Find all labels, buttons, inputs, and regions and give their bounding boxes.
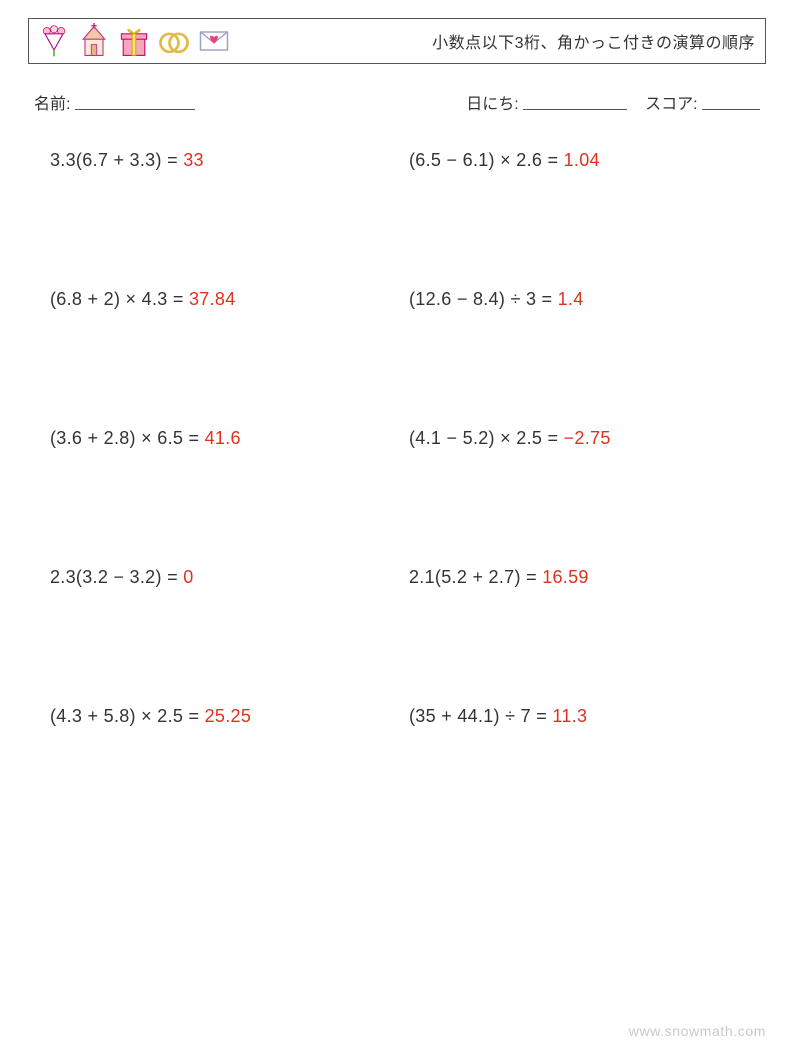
problem-cell: (4.3 + 5.8) × 2.5 = 25.25 — [50, 706, 403, 727]
bouquet-icon — [35, 22, 73, 60]
problem-answer: 1.4 — [558, 289, 584, 309]
problem-expression: (35 + 44.1) ÷ 7 = — [409, 706, 552, 726]
problem-answer: −2.75 — [564, 428, 611, 448]
problem-cell: 3.3(6.7 + 3.3) = 33 — [50, 150, 403, 171]
rings-icon — [155, 22, 193, 60]
problem-expression: (6.5 − 6.1) × 2.6 = — [409, 150, 564, 170]
church-icon — [75, 22, 113, 60]
problem-answer: 16.59 — [542, 567, 589, 587]
footer-url: www.snowmath.com — [629, 1023, 766, 1039]
problem-cell: (6.5 − 6.1) × 2.6 = 1.04 — [403, 150, 756, 171]
icon-row — [35, 22, 233, 60]
problem-row: 3.3(6.7 + 3.3) = 33(6.5 − 6.1) × 2.6 = 1… — [50, 150, 756, 171]
problems-grid: 3.3(6.7 + 3.3) = 33(6.5 − 6.1) × 2.6 = 1… — [28, 150, 766, 727]
problem-expression: (6.8 + 2) × 4.3 = — [50, 289, 189, 309]
problem-answer: 0 — [183, 567, 193, 587]
date-label: 日にち: — [466, 96, 518, 113]
worksheet-page: 小数点以下3桁、角かっこ付きの演算の順序 名前: 日にち: スコア: 3.3(6… — [0, 0, 794, 1053]
problem-row: (3.6 + 2.8) × 6.5 = 41.6(4.1 − 5.2) × 2.… — [50, 428, 756, 449]
info-right: 日にち: スコア: — [466, 90, 760, 114]
problem-expression: (3.6 + 2.8) × 6.5 = — [50, 428, 205, 448]
header-box: 小数点以下3桁、角かっこ付きの演算の順序 — [28, 18, 766, 64]
date-blank — [523, 93, 627, 110]
problem-answer: 11.3 — [552, 706, 587, 726]
problem-cell: 2.1(5.2 + 2.7) = 16.59 — [403, 567, 756, 588]
love-letter-icon — [195, 22, 233, 60]
gift-icon — [115, 22, 153, 60]
problem-answer: 1.04 — [564, 150, 600, 170]
problem-answer: 41.6 — [205, 428, 241, 448]
problem-cell: (3.6 + 2.8) × 6.5 = 41.6 — [50, 428, 403, 449]
worksheet-title: 小数点以下3桁、角かっこ付きの演算の順序 — [432, 29, 755, 53]
score-blank — [702, 93, 760, 110]
problem-row: (6.8 + 2) × 4.3 = 37.84(12.6 − 8.4) ÷ 3 … — [50, 289, 756, 310]
info-row: 名前: 日にち: スコア: — [28, 90, 766, 114]
problem-cell: (35 + 44.1) ÷ 7 = 11.3 — [403, 706, 756, 727]
problem-answer: 25.25 — [205, 706, 252, 726]
name-label: 名前: — [34, 96, 70, 113]
problem-expression: (4.3 + 5.8) × 2.5 = — [50, 706, 205, 726]
score-field: スコア: — [645, 90, 760, 114]
problem-cell: (12.6 − 8.4) ÷ 3 = 1.4 — [403, 289, 756, 310]
problem-expression: 2.1(5.2 + 2.7) = — [409, 567, 542, 587]
problem-cell: 2.3(3.2 − 3.2) = 0 — [50, 567, 403, 588]
problem-expression: 2.3(3.2 − 3.2) = — [50, 567, 183, 587]
problem-cell: (6.8 + 2) × 4.3 = 37.84 — [50, 289, 403, 310]
score-label: スコア: — [645, 96, 697, 113]
problem-cell: (4.1 − 5.2) × 2.5 = −2.75 — [403, 428, 756, 449]
name-field: 名前: — [34, 90, 195, 114]
problem-expression: (12.6 − 8.4) ÷ 3 = — [409, 289, 558, 309]
name-blank — [75, 93, 195, 110]
problem-row: (4.3 + 5.8) × 2.5 = 25.25(35 + 44.1) ÷ 7… — [50, 706, 756, 727]
problem-answer: 33 — [183, 150, 204, 170]
problem-expression: 3.3(6.7 + 3.3) = — [50, 150, 183, 170]
problem-expression: (4.1 − 5.2) × 2.5 = — [409, 428, 564, 448]
problem-answer: 37.84 — [189, 289, 236, 309]
date-field: 日にち: — [466, 90, 627, 114]
problem-row: 2.3(3.2 − 3.2) = 02.1(5.2 + 2.7) = 16.59 — [50, 567, 756, 588]
